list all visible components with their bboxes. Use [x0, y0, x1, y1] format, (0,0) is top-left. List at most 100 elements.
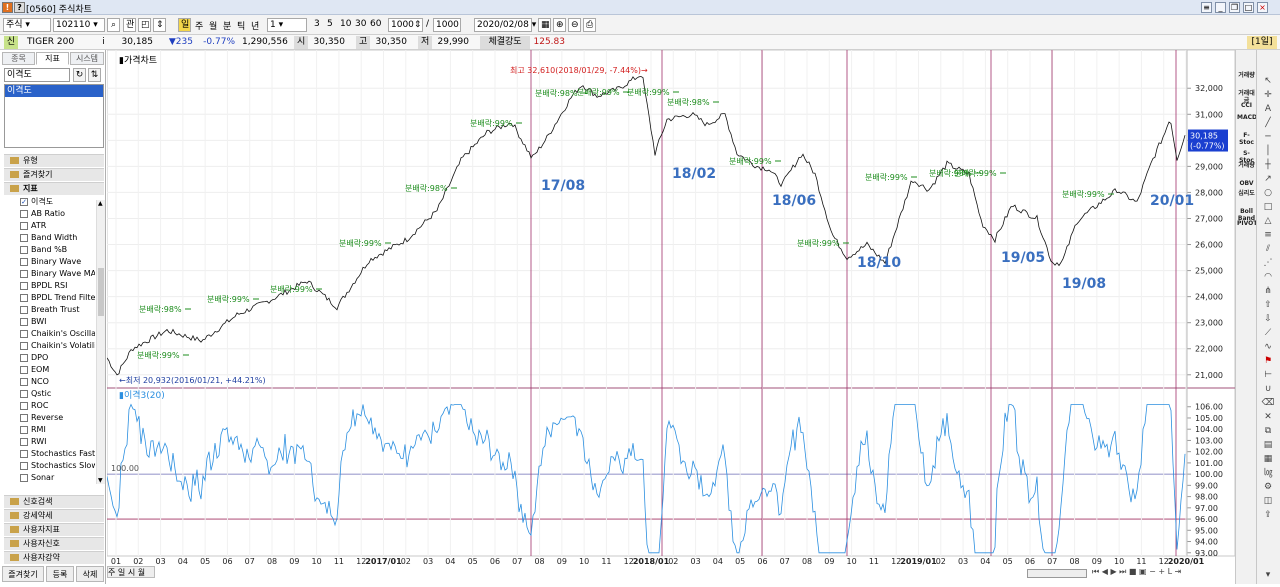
checkbox-icon[interactable] [20, 389, 28, 398]
nav-zoomout-icon[interactable]: − [1149, 567, 1156, 576]
indicator-item[interactable]: AB Ratio [20, 208, 95, 220]
code-input[interactable]: 102110 ▾ [53, 18, 105, 32]
indicator-item[interactable]: ✓ 이격도 [20, 196, 95, 208]
zoom-out-icon[interactable]: ⊖ [568, 18, 581, 32]
quick-indicator-7[interactable]: 거래량 [1238, 162, 1255, 169]
group-bottom-4[interactable]: 사용자신호 [4, 537, 104, 550]
checkbox-icon[interactable] [20, 257, 28, 266]
checkbox-icon[interactable] [20, 269, 28, 278]
arc-icon[interactable]: ◠ [1264, 272, 1272, 282]
triangle-icon[interactable]: △ [1264, 216, 1272, 226]
checkbox-icon[interactable] [20, 353, 28, 362]
checkbox-icon[interactable] [20, 209, 28, 218]
checkbox-icon[interactable] [20, 221, 28, 230]
quick-indicator-9[interactable]: 심리도 [1238, 190, 1255, 197]
export-icon[interactable]: ⇪ [1264, 510, 1272, 520]
eraser-icon[interactable]: ⌫ [1261, 398, 1275, 408]
rectangle-icon[interactable]: □ [1263, 202, 1273, 212]
period-year[interactable]: 년 [251, 22, 260, 32]
circle-icon[interactable]: ○ [1264, 188, 1272, 198]
period-week[interactable]: 주 [195, 22, 204, 32]
zoom-in-icon[interactable]: ⊕ [553, 18, 566, 32]
collapse-icon[interactable]: ▾ [1265, 570, 1271, 580]
maximize-icon[interactable]: □ [1243, 2, 1254, 13]
count-opt-3[interactable]: 10 [340, 19, 352, 29]
cross-line-icon[interactable]: ┼ [1265, 160, 1271, 170]
nav-zoomin-icon[interactable]: + [1158, 567, 1166, 576]
sort-icon[interactable]: ⇅ [88, 68, 101, 82]
restore-icon[interactable]: ❐ [1229, 2, 1240, 13]
trendline-icon[interactable]: ╱ [1265, 118, 1271, 128]
log-scale-icon[interactable]: ㏒ [1263, 468, 1273, 478]
grid-toggle-icon[interactable]: ▦ [1263, 454, 1273, 464]
nav-end-icon[interactable]: ⇥ [1174, 567, 1182, 576]
interval-week[interactable]: 주 [108, 568, 116, 577]
quick-indicator-3[interactable]: CCI [1240, 102, 1253, 109]
vertical-line-icon[interactable]: │ [1265, 146, 1271, 156]
count-opt-5[interactable]: 60 [370, 19, 382, 29]
scroll-down-icon[interactable]: ▼ [98, 477, 103, 484]
layout-icon[interactable]: ◫ [1263, 496, 1273, 506]
tab-indicators[interactable]: 지표 [36, 52, 69, 65]
nav-first-icon[interactable]: ⏮ [1092, 567, 1100, 576]
indicator-item[interactable]: Qstic [20, 388, 95, 400]
interval-tabs[interactable]: 주 일 시 월 [107, 566, 155, 578]
refresh-icon[interactable]: ↻ [73, 68, 86, 82]
indicator-scrollbar[interactable]: ▲ ▼ [96, 200, 105, 484]
quick-indicator-2[interactable]: 거래대금 [1238, 90, 1255, 104]
checkbox-icon[interactable] [20, 305, 28, 314]
checkbox-icon[interactable] [20, 365, 28, 374]
indicator-item[interactable]: ROC [20, 400, 95, 412]
tab-stocks[interactable]: 종목 [2, 52, 35, 65]
info-icon[interactable]: i [102, 37, 105, 47]
arrow-up-icon[interactable]: ⇧ [1264, 300, 1272, 310]
settings-tool-icon[interactable]: ⚙ [1263, 482, 1273, 492]
horizontal-line-icon[interactable]: ─ [1265, 132, 1271, 142]
chart-area[interactable]: 32,00031,00030,00029,00028,00027,00026,0… [106, 49, 1236, 584]
quick-indicator-10[interactable]: Boll Band [1237, 208, 1256, 222]
indicator-item[interactable]: ATR [20, 220, 95, 232]
chart-svg[interactable]: 32,00031,00030,00029,00028,00027,00026,0… [106, 49, 1236, 584]
settings-icon[interactable]: ≡ [1201, 2, 1212, 13]
nav-prev-icon[interactable]: ◀ [1101, 567, 1108, 576]
indicator-item[interactable]: RWI [20, 436, 95, 448]
search-icon[interactable]: ⌕ [107, 18, 120, 32]
save-icon[interactable]: ▤ [1263, 440, 1273, 450]
indicator-item[interactable]: BWI [20, 316, 95, 328]
indicator-item[interactable]: DPO [20, 352, 95, 364]
count-opt-4[interactable]: 30 [355, 19, 367, 29]
nav-next-icon[interactable]: ▶ [1110, 567, 1117, 576]
quick-indicator-4[interactable]: MACD [1237, 114, 1257, 121]
tab-systems[interactable]: 시스템 [70, 52, 104, 65]
checkbox-icon[interactable] [20, 473, 28, 482]
interval-day[interactable]: 일 [117, 568, 126, 577]
checkbox-icon[interactable] [20, 233, 28, 242]
group-2[interactable]: 즐겨찾기 [4, 168, 104, 181]
checkbox-icon[interactable] [20, 329, 28, 338]
group-bottom-3[interactable]: 사용자지표 [4, 523, 104, 536]
checkbox-icon[interactable] [20, 377, 28, 386]
stock-info-icon[interactable]: 관 [123, 18, 136, 32]
cursor-icon[interactable]: ↖ [1264, 76, 1272, 86]
checkbox-icon[interactable] [20, 401, 28, 410]
minimize-icon[interactable]: _ [1215, 2, 1226, 13]
group-1[interactable]: 유형 [4, 154, 104, 167]
indicator-item[interactable]: Chaikin's Oscillator [20, 328, 95, 340]
checkbox-icon[interactable] [20, 281, 28, 290]
cross-cursor-icon[interactable]: ✛ [1264, 90, 1272, 100]
indicator-item[interactable]: Stochastics Fast [20, 448, 95, 460]
indicator-item[interactable]: Band %B [20, 244, 95, 256]
quick-indicator-11[interactable]: PIVOT [1237, 220, 1258, 227]
checkbox-icon[interactable] [20, 413, 28, 422]
ray-icon[interactable]: ↗ [1264, 174, 1272, 184]
indicator-item[interactable]: NCO [20, 376, 95, 388]
fibonacci-icon[interactable]: ≡ [1264, 230, 1272, 240]
speed-line-icon[interactable]: ⟋ [1264, 328, 1272, 338]
selected-item[interactable]: 이격도 [5, 85, 103, 97]
checkbox-icon[interactable] [20, 425, 28, 434]
nav-lock-icon[interactable]: L [1167, 567, 1173, 576]
indicator-item[interactable]: Stochastics Slow [20, 460, 95, 472]
indicator-item[interactable]: EOM [20, 364, 95, 376]
nav-restore-icon[interactable]: ▣ [1139, 567, 1147, 576]
count-opt-2[interactable]: 5 [327, 19, 333, 29]
